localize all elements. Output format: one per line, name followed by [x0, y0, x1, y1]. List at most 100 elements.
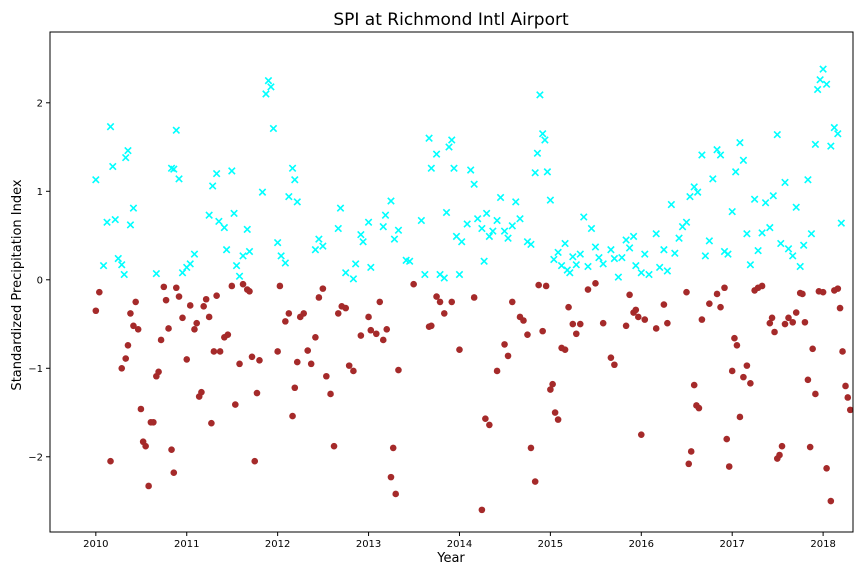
dry-spi-point [357, 332, 365, 339]
dry-spi-point [130, 322, 137, 330]
wet-spi-point [92, 176, 100, 184]
dry-spi-point [239, 280, 247, 288]
dry-spi-point [436, 298, 444, 306]
wet-spi-point [315, 235, 323, 243]
wet-spi-point [511, 198, 520, 206]
dry-spi-point [626, 291, 633, 299]
x-tick-label: 2018 [810, 539, 835, 550]
wet-spi-point [478, 224, 486, 233]
dry-spi-point [157, 336, 165, 344]
dry-spi-point [428, 322, 435, 330]
wet-spi-point [566, 268, 574, 277]
dry-spi-point [717, 303, 724, 311]
dry-spi-point [812, 390, 819, 398]
wet-spi-point [480, 257, 488, 265]
dry-spi-point [584, 286, 592, 293]
dry-spi-point [549, 380, 556, 388]
wet-spi-point [124, 146, 132, 155]
wet-spi-point [445, 143, 453, 151]
dry-spi-point [134, 326, 142, 333]
wet-spi-point [152, 269, 161, 278]
wet-spi-point [701, 252, 710, 260]
axis-ticks-layer: 2010 2011 2012 2013 2014 2015 2016 2017 2018 −2 −1… [28, 98, 836, 550]
y-tick-label: −2 [28, 452, 43, 463]
wet-spi-point [660, 245, 668, 254]
wet-spi-point [336, 204, 345, 212]
wet-spi-point [111, 215, 120, 224]
wet-spi-point [777, 239, 785, 248]
wet-spi-point [99, 261, 108, 270]
wet-spi-point [541, 136, 549, 144]
dry-spi-point [198, 388, 205, 396]
wet-spi-point [705, 237, 714, 245]
wet-spi-point [645, 270, 653, 279]
wet-spi-point [379, 222, 388, 231]
dry-spi-point [208, 419, 215, 427]
wet-spi-point [220, 223, 229, 232]
wet-spi-point [546, 196, 555, 204]
dry-spi-point [482, 415, 489, 423]
dry-spi-point [383, 326, 391, 333]
wet-spi-point [554, 248, 562, 257]
dry-spi-point [713, 290, 721, 298]
dry-spi-point [728, 367, 736, 375]
dry-spi-point [839, 348, 846, 355]
wet-spi-point [258, 188, 267, 196]
wet-spi-point [442, 208, 451, 217]
dry-spi-point [448, 298, 456, 306]
wet-spi-point [267, 83, 275, 91]
wet-spi-point [667, 200, 676, 209]
wet-spi-point [671, 249, 679, 258]
wet-spi-point [117, 260, 126, 269]
dry-spi-point [806, 443, 814, 451]
dry-spi-point [520, 317, 527, 324]
dry-spi-point [124, 341, 132, 349]
wet-spi-point [799, 241, 808, 250]
dry-spi-point [493, 367, 501, 375]
dry-spi-point [160, 283, 168, 291]
dry-spi-point [576, 320, 584, 328]
dry-spi-point [168, 446, 175, 453]
dry-spi-point [685, 460, 693, 468]
wet-spi-point [269, 124, 278, 133]
dry-spi-point [345, 362, 353, 369]
dry-spi-point [635, 313, 642, 321]
wet-spi-point [447, 136, 456, 144]
dry-spi-point [145, 482, 152, 490]
wet-spi-point [341, 268, 350, 277]
dry-spi-point [312, 334, 319, 341]
wet-spi-point [743, 230, 751, 238]
dry-spi-point [660, 301, 668, 308]
wet-spi-point [457, 237, 466, 246]
wet-spi-point [804, 176, 812, 184]
dry-spi-point [282, 318, 289, 325]
dry-spi-point [395, 366, 402, 374]
dry-spi-point [611, 361, 618, 369]
wet-spi-point [126, 221, 135, 229]
dry-spi-point [823, 464, 830, 472]
wet-spi-point [698, 151, 706, 159]
wet-spi-point [190, 250, 199, 258]
wet-spi-point [485, 232, 494, 241]
dry-spi-point [410, 280, 417, 288]
dry-spi-point [274, 348, 281, 355]
wet-spi-point [690, 183, 698, 191]
y-tick-label: 2 [37, 98, 43, 109]
dry-spi-point [330, 442, 338, 450]
wet-spi-point [766, 223, 774, 232]
x-tick-label: 2017 [719, 539, 744, 550]
wet-spi-point [170, 165, 178, 173]
dry-spi-point [202, 295, 210, 303]
dry-spi-point [766, 319, 774, 327]
x-tick-label: 2016 [629, 539, 654, 550]
dry-spi-point [641, 316, 649, 323]
wet-spi-point [273, 238, 282, 247]
dry-spi-point [542, 282, 550, 290]
wet-spi-point [405, 257, 414, 265]
wet-spi-point [629, 232, 638, 241]
dry-spi-point [319, 285, 327, 292]
dry-spi-point [664, 319, 671, 327]
dry-spi-point [372, 330, 380, 338]
wet-spi-point [245, 247, 254, 256]
